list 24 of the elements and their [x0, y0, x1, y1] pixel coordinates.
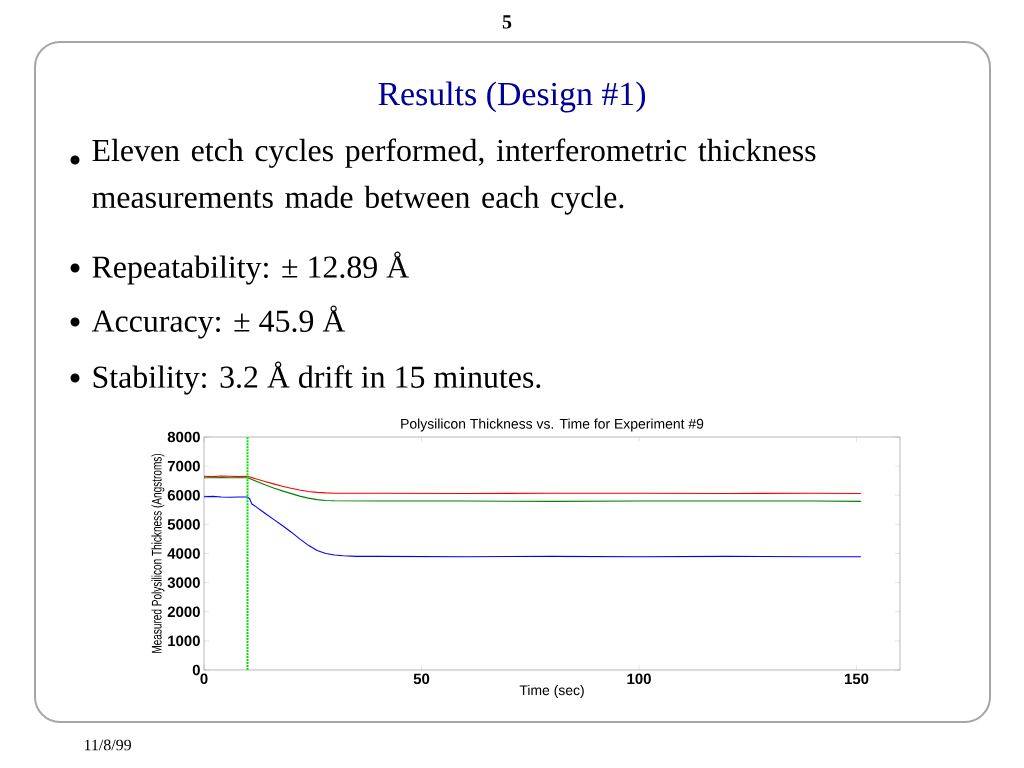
text: Accuracy: ± 45.9 Å — [91, 305, 346, 339]
text: 11/8/99 — [84, 739, 131, 751]
x-tick-label: 50 — [413, 673, 430, 685]
text: Stability: 3.2 Å drift in 15 minutes. — [93, 361, 541, 395]
y-tick-label: 5000 — [167, 519, 200, 530]
chart-title: Polysilicon Thickness vs. Time for Experiment #9 — [401, 418, 704, 432]
x-tick-label: 0 — [200, 673, 208, 685]
text: Repeatability: ± 12.89 Å — [92, 251, 409, 285]
y-tick-label: 8000 — [167, 431, 200, 443]
y-tick-label: 4000 — [167, 548, 200, 559]
y-tick-label: 7000 — [167, 460, 200, 472]
y-tick-label: 3000 — [167, 577, 200, 588]
y-axis-title: Measured Polysilicon Thickness (Angstroms) — [151, 453, 165, 653]
text: Eleven etch cycles performed, interferometric thickness measurements made between each cycle. — [92, 138, 816, 215]
line-series — [204, 495, 862, 558]
y-tick-label: 0 — [192, 664, 200, 676]
x-tick-label: 150 — [844, 673, 869, 685]
y-tick-label: 6000 — [167, 489, 200, 501]
y-tick-label: 1000 — [168, 635, 200, 647]
text: 5 — [502, 15, 512, 29]
y-tick-label: 2000 — [167, 606, 200, 618]
text: Results (Design #1) — [378, 81, 646, 113]
x-axis-title: Time (sec) — [519, 684, 584, 698]
x-tick-label: 100 — [627, 673, 651, 685]
